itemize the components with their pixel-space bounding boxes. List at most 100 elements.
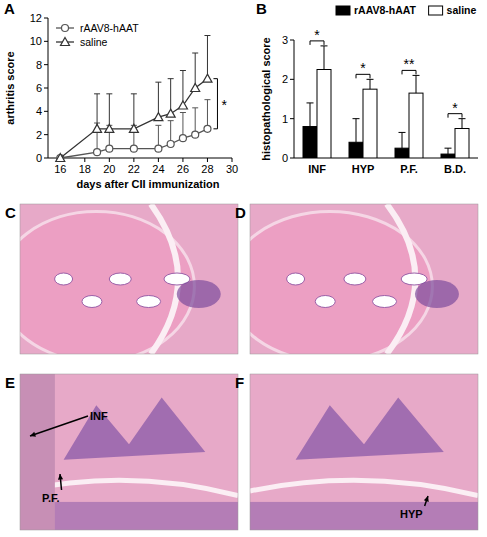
error-bar (204, 36, 210, 79)
y-tick-label: 3 (282, 34, 288, 46)
panel-letter: A (4, 0, 15, 17)
significance-label: * (314, 27, 320, 43)
panel-letter: C (5, 204, 16, 221)
micrograph-frame (250, 204, 478, 354)
bar (349, 142, 363, 158)
marker (178, 101, 187, 109)
legend-label: rAAV8-hAAT (354, 4, 417, 16)
annotation-arrow (30, 416, 88, 436)
micrograph (250, 204, 478, 354)
marrow-space (315, 296, 335, 308)
x-tick (133, 158, 134, 162)
legend: rAAV8-hAATsaline (56, 22, 139, 48)
joint-space (250, 480, 478, 495)
panel-letter: E (5, 374, 15, 391)
plot-area (303, 46, 469, 158)
y-tick (44, 41, 48, 42)
x-axis-title: days after CII immunization (76, 178, 219, 190)
legend-label: saline (80, 36, 108, 48)
micrograph-frame (250, 374, 478, 530)
x-tick-label: 20 (103, 163, 115, 175)
annotation-label: HYP (400, 508, 423, 520)
y-tick-label: 6 (36, 82, 42, 94)
x-tick-label: HYP (352, 163, 375, 175)
panel-letter: B (256, 0, 267, 17)
marker (154, 113, 163, 121)
marker (130, 145, 137, 152)
y-tick-label: 1 (282, 113, 288, 125)
y-tick (290, 79, 294, 80)
marker (93, 124, 102, 132)
figure: A1618202224262830024681012days after CII… (0, 0, 487, 537)
y-tick-label: 2 (36, 129, 42, 141)
marker (105, 124, 114, 132)
significance-label: * (221, 97, 227, 113)
y-axis-title: histopathological score (260, 37, 272, 160)
x-tick (158, 158, 159, 162)
y-tick (44, 111, 48, 112)
marrow (296, 397, 444, 459)
micrograph (20, 374, 238, 530)
legend-label: saline (447, 4, 477, 16)
annotation-label: INF (90, 410, 108, 422)
x-tick-label: 16 (54, 163, 66, 175)
tissue-ground (20, 374, 238, 530)
error-bar (204, 100, 210, 129)
marker (191, 84, 200, 92)
x-tick (84, 158, 85, 162)
error-bar (399, 132, 406, 148)
micrograph-frame (20, 374, 238, 530)
x-tick-label: INF (308, 163, 326, 175)
y-tick (290, 158, 294, 159)
y-tick-label: 2 (282, 73, 288, 85)
micrograph (250, 374, 478, 530)
significance-label: * (452, 100, 458, 116)
y-tick (44, 158, 48, 159)
x-tick-label: 22 (128, 163, 140, 175)
error-bar (307, 103, 314, 127)
marrow-space (109, 273, 131, 285)
significance-label: * (360, 60, 366, 76)
x-tick-label: P.F. (400, 163, 418, 175)
marker (192, 131, 199, 138)
error-bar (321, 46, 328, 70)
y-tick-label: 8 (36, 59, 42, 71)
arrow-head (30, 432, 36, 437)
panel-letter: D (235, 204, 246, 221)
legend-marker (61, 38, 70, 46)
y-tick-label: 0 (36, 152, 42, 164)
marker (155, 145, 162, 152)
panel-letter: F (235, 374, 244, 391)
error-bar (413, 75, 420, 93)
inflamed-tissue (20, 374, 55, 530)
y-tick-label: 4 (36, 105, 42, 117)
axes: 0123histopathological scoreINFHYPP.F.B.D… (260, 34, 478, 175)
marker (167, 141, 174, 148)
marrow-space (55, 273, 73, 285)
bar (317, 70, 331, 159)
error-bar (445, 148, 452, 154)
legend: rAAV8-hAAT saline (336, 4, 477, 16)
x-tick-label: 28 (201, 163, 213, 175)
x-tick-label: 18 (79, 163, 91, 175)
marker (166, 109, 175, 117)
bar (303, 127, 317, 158)
arrow-head (58, 474, 63, 480)
y-tick-label: 0 (282, 152, 288, 164)
bar (395, 148, 409, 158)
significance-label: ** (404, 56, 415, 72)
marker (203, 74, 212, 82)
x-axis (48, 158, 232, 159)
x-tick-label: 24 (152, 163, 164, 175)
marker (179, 135, 186, 142)
marker (56, 154, 65, 162)
marrow-space (287, 273, 305, 285)
marker (106, 145, 113, 152)
series-line (60, 79, 207, 158)
marrow-space (82, 296, 102, 308)
legend-swatch (336, 6, 350, 15)
marker (204, 125, 211, 132)
micrograph (20, 204, 238, 354)
marrow (64, 397, 206, 459)
tissue-ground (250, 374, 478, 530)
